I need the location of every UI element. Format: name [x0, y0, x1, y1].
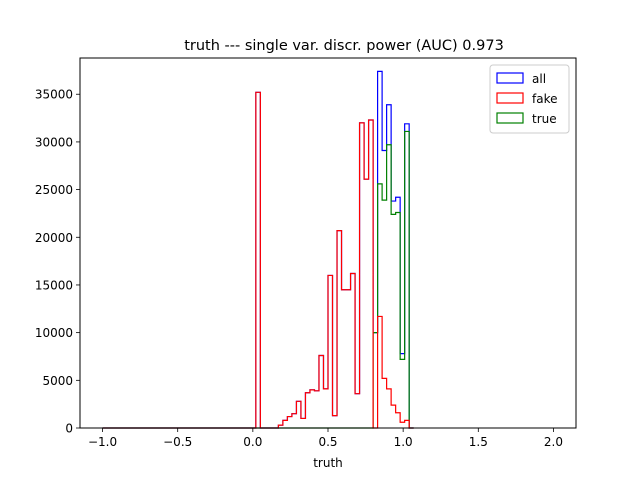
y-axis: 0 5000 10000 15000 20000 25000 30000 35000: [35, 88, 80, 436]
x-tick-label: −1.0: [88, 435, 117, 449]
x-axis: −1.0 −0.5 0.0 0.5 1.0 1.5 2.0: [88, 428, 563, 449]
x-tick-label: 1.0: [394, 435, 413, 449]
x-axis-label: truth: [313, 456, 343, 470]
legend-label-fake: fake: [532, 92, 557, 106]
y-tick-label: 35000: [35, 88, 73, 102]
legend-swatch-fake: [496, 92, 524, 104]
y-tick-label: 5000: [42, 374, 73, 388]
chart-title: truth --- single var. discr. power (AUC)…: [184, 38, 504, 54]
x-tick-label: 0.0: [243, 435, 262, 449]
legend-swatch-true: [496, 112, 524, 124]
y-tick-label: 20000: [35, 231, 73, 245]
legend-swatch-all: [496, 72, 524, 84]
y-tick-label: 25000: [35, 183, 73, 197]
x-tick-label: −0.5: [163, 435, 192, 449]
legend-label-all: all: [532, 72, 546, 86]
y-tick-label: 10000: [35, 326, 73, 340]
legend: all fake true: [489, 64, 570, 134]
y-tick-label: 15000: [35, 278, 73, 292]
x-tick-label: 2.0: [544, 435, 563, 449]
legend-label-true: true: [532, 112, 557, 126]
y-tick-label: 0: [65, 422, 73, 436]
x-tick-label: 0.5: [318, 435, 337, 449]
y-tick-label: 30000: [35, 135, 73, 149]
x-tick-label: 1.5: [469, 435, 488, 449]
legend-frame: [489, 64, 570, 134]
